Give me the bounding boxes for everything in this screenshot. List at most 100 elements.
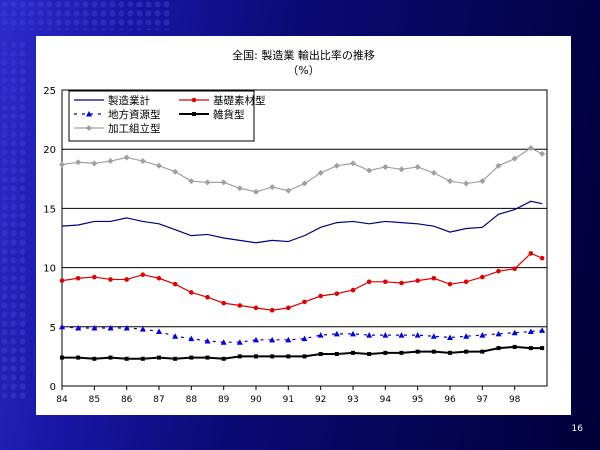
data-point [91, 160, 98, 167]
data-point [270, 354, 275, 359]
legend-label: 地方資源型 [108, 108, 161, 121]
data-point [92, 274, 97, 280]
data-point [124, 356, 129, 361]
data-point [302, 299, 307, 305]
data-point [188, 335, 195, 342]
data-point [318, 352, 323, 357]
x-tick-label: 86 [121, 395, 133, 405]
series-line [61, 200, 543, 244]
data-point [463, 333, 470, 339]
chart-panel: 0 5 10 15 20 25 84 85 86 87 88 89 90 91 92 93 94 95 96 97 98… [36, 36, 571, 415]
y-tick-label: 0 [50, 382, 56, 393]
data-point [302, 354, 307, 359]
data-point [399, 350, 404, 355]
data-point [91, 324, 98, 331]
series-line [61, 252, 543, 311]
y-tick-label: 15 [43, 204, 56, 215]
data-point [189, 290, 194, 295]
x-tick-label: 98 [509, 395, 521, 405]
data-point [496, 268, 501, 274]
data-point [527, 328, 534, 335]
data-point [414, 332, 421, 338]
data-point [415, 349, 420, 354]
data-point [156, 162, 162, 169]
data-point [59, 323, 65, 330]
data-point [512, 344, 517, 349]
data-point [253, 188, 259, 195]
legend-label: 製造業計 [108, 94, 150, 107]
data-point [107, 324, 114, 331]
data-point [528, 251, 534, 256]
data-point [463, 279, 469, 285]
data-point [350, 287, 356, 293]
x-tick-label: 84 [56, 395, 68, 405]
data-point [107, 158, 114, 165]
data-point [382, 332, 389, 338]
data-point [464, 349, 469, 354]
data-point [75, 324, 82, 331]
data-point [479, 332, 486, 338]
data-point [415, 278, 420, 283]
x-tick-label: 91 [283, 395, 294, 405]
data-point [351, 350, 355, 355]
data-point [123, 154, 130, 161]
data-point [431, 349, 436, 354]
decorative-dot-pattern-left [0, 40, 26, 400]
series-line [62, 345, 543, 360]
data-point [236, 339, 243, 345]
legend-box [68, 90, 255, 142]
data-point [285, 187, 292, 194]
data-point [447, 178, 453, 185]
data-point [59, 161, 65, 168]
data-point [220, 339, 227, 345]
x-tick-label: 90 [250, 395, 262, 405]
data-point [463, 180, 470, 187]
data-point [334, 352, 339, 357]
data-point [189, 355, 194, 360]
data-point [140, 272, 146, 278]
data-point [317, 169, 324, 176]
data-point [139, 158, 146, 165]
x-tick-label: 92 [315, 395, 326, 405]
data-point [333, 162, 340, 169]
data-point [172, 333, 179, 339]
data-point [540, 346, 545, 351]
legend-marker [192, 112, 196, 116]
data-point [398, 332, 405, 338]
data-point [431, 275, 437, 281]
data-point [172, 168, 179, 175]
data-point [399, 280, 404, 286]
data-point [382, 163, 389, 170]
decorative-dot-pattern-top [0, 0, 170, 30]
y-tick-label: 5 [50, 323, 56, 334]
x-tick-label: 87 [153, 395, 164, 405]
data-point [366, 332, 373, 338]
data-point [254, 354, 258, 359]
data-point [157, 355, 161, 360]
chart-title: 全国: 製造業 輸出比率の推移 [232, 49, 375, 62]
data-point [398, 166, 405, 173]
data-point [123, 324, 130, 331]
data-point [75, 275, 81, 281]
data-point [317, 332, 324, 338]
data-point [76, 355, 81, 360]
data-point [221, 356, 226, 361]
data-point [334, 291, 340, 296]
x-tick-label: 96 [444, 395, 456, 405]
data-point [92, 356, 97, 361]
legend-label: 基礎素材型 [213, 94, 266, 107]
x-tick-label: 85 [89, 395, 100, 405]
legend-marker [86, 111, 92, 117]
data-point [528, 346, 533, 351]
data-point [447, 334, 453, 340]
y-tick-label: 20 [43, 145, 56, 156]
data-point [366, 279, 372, 285]
data-point [204, 179, 211, 186]
data-point [301, 335, 308, 342]
data-point [383, 350, 388, 355]
data-point [236, 185, 243, 192]
data-point [366, 167, 373, 174]
data-point [60, 355, 64, 360]
data-point [108, 277, 113, 282]
data-point [156, 275, 162, 281]
